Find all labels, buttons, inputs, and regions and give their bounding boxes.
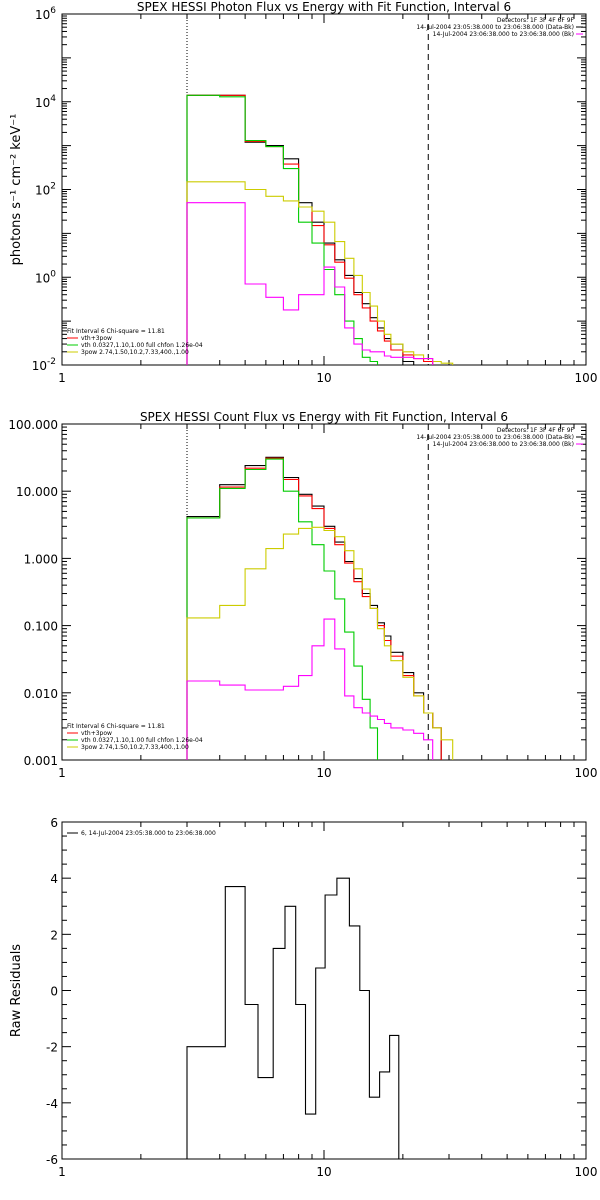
y-tick-label: 2	[50, 928, 58, 942]
plot-title: SPEX HESSI Count Flux vs Energy with Fit…	[140, 410, 508, 424]
y-tick-label: 10-2	[32, 357, 56, 373]
series-line-4	[186, 202, 434, 365]
series-line-2	[186, 458, 379, 760]
y-tick-mantissa: 10	[35, 8, 50, 22]
x-tick-label: 1	[58, 371, 66, 385]
y-tick-exponent: 0	[50, 269, 56, 279]
legend-entry: Fit Interval 6 Chi-square = 11.81	[67, 328, 165, 335]
legend-entry: vth+3pow	[81, 730, 112, 737]
legend-entry: vth+3pow	[81, 335, 112, 342]
header-line: Detectors: 1F 3F 4F 6F 9F	[497, 17, 575, 24]
header-line: 14-Jul-2004 23:05:38.000 to 23:06:38.000…	[416, 24, 574, 31]
plot-frame-2	[61, 821, 587, 1160]
y-tick-label: 0.001	[24, 754, 58, 768]
y-tick-label: -2	[46, 1041, 58, 1055]
y-tick-label: 0.100	[24, 620, 58, 634]
x-tick-label: 100	[575, 371, 598, 385]
series-line-1	[186, 457, 442, 760]
y-tick-label: 102	[35, 182, 56, 198]
y-tick-label: 100.000	[8, 418, 58, 432]
plot-frame-1	[61, 423, 587, 761]
legend-entry: 3pow 2.74,1.50,10.2,7.33,400.,1.00	[81, 349, 189, 356]
y-tick-label: 100	[35, 269, 56, 285]
series-line-0	[186, 877, 400, 1159]
series-line-0	[186, 94, 424, 366]
y-tick-label: -6	[46, 1153, 58, 1167]
legend-entry: Fit Interval 6 Chi-square = 11.81	[67, 723, 165, 730]
plot-title: SPEX HESSI Photon Flux vs Energy with Fi…	[137, 0, 511, 14]
plot-frame-0	[61, 13, 587, 366]
y-tick-label: 106	[35, 6, 56, 22]
y-tick-label: 104	[35, 94, 56, 110]
y-tick-mantissa: 10	[35, 96, 50, 110]
y-axis-label: Raw Residuals	[9, 944, 24, 1037]
x-tick-label: 10	[316, 371, 331, 385]
header-line: 14-Jul-2004 23:05:38.000 to 23:06:38.000…	[416, 434, 574, 441]
x-tick-label: 1	[58, 1165, 66, 1179]
y-tick-label: 1.000	[24, 552, 58, 566]
y-tick-exponent: 4	[50, 94, 56, 104]
header-line: Detectors: 1F 3F 4F 6F 9F	[497, 427, 575, 434]
header-line: 14-Jul-2004 23:06:38.000 to 23:06:38.000…	[433, 441, 574, 448]
header-line: 14-Jul-2004 23:06:38.000 to 23:06:38.000…	[433, 31, 574, 38]
series-line-2	[186, 94, 379, 365]
series-line-1	[186, 94, 434, 365]
y-axis-label: photons s⁻¹ cm⁻² keV⁻¹	[9, 114, 24, 266]
y-tick-label: 4	[50, 872, 58, 886]
y-tick-label: 0	[50, 985, 58, 999]
y-tick-exponent: 2	[50, 182, 56, 192]
y-tick-label: 10.000	[16, 485, 58, 499]
x-tick-label: 100	[575, 766, 598, 780]
series-line-3	[186, 181, 454, 365]
y-tick-label: 0.010	[24, 687, 58, 701]
x-tick-label: 10	[316, 766, 331, 780]
x-tick-label: 1	[58, 766, 66, 780]
y-tick-mantissa: 10	[35, 271, 50, 285]
series-line-4	[186, 618, 434, 760]
y-tick-label: -4	[46, 1097, 58, 1111]
x-tick-label: 100	[575, 1165, 598, 1179]
legend-entry: 6, 14-Jul-2004 23:05:38.000 to 23:06:38.…	[81, 830, 216, 837]
y-tick-exponent: 6	[50, 6, 56, 16]
legend-entry: 3pow 2.74,1.50,10.2,7.33,400.,1.00	[81, 744, 189, 751]
series-line-0	[186, 456, 442, 760]
y-tick-exponent: -2	[47, 357, 56, 367]
series-line-3	[186, 526, 454, 760]
legend-entry: vth 0.0327,1.10,1.00 full chfon 1.26e-04	[81, 342, 203, 349]
x-tick-label: 10	[316, 1165, 331, 1179]
legend-entry: vth 0.0327,1.10,1.00 full chfon 1.26e-04	[81, 737, 203, 744]
y-tick-mantissa: 10	[35, 184, 50, 198]
y-tick-mantissa: 10	[32, 359, 47, 373]
y-tick-label: 6	[50, 816, 58, 830]
